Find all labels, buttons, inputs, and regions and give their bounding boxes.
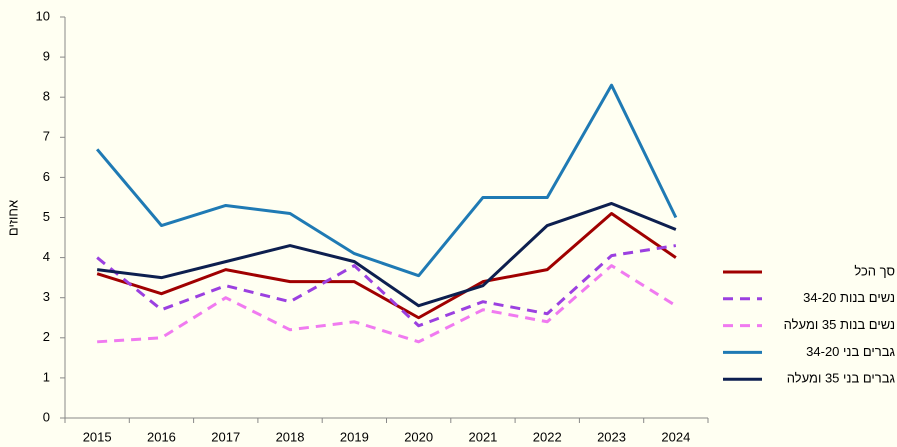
x-tick-label: 2024 <box>661 429 690 444</box>
y-tick-label: 7 <box>43 129 50 144</box>
x-tick-label: 2021 <box>468 429 497 444</box>
y-tick-label: 3 <box>43 289 50 304</box>
x-tick-label: 2016 <box>147 429 176 444</box>
x-tick-label: 2019 <box>340 429 369 444</box>
y-tick-label: 6 <box>43 169 50 184</box>
y-tick-label: 8 <box>43 89 50 104</box>
series-line <box>96 201 677 308</box>
y-tick-label: 2 <box>43 329 50 344</box>
x-tick-label: 2023 <box>597 429 626 444</box>
y-axis-label: אחוזים <box>5 200 20 236</box>
y-tick-label: 10 <box>36 8 50 23</box>
series-line <box>96 211 677 320</box>
series-line <box>97 264 677 344</box>
legend-label: גברים בני 35 ומעלה <box>787 371 896 386</box>
y-tick-label: 9 <box>43 49 50 64</box>
x-tick-label: 2022 <box>533 429 562 444</box>
legend-label: גברים בני 34-20 <box>806 344 895 359</box>
y-tick-label: 4 <box>43 249 50 264</box>
y-tick-label: 1 <box>43 369 50 384</box>
legend-label: נשים בנות 35 ומעלה <box>784 317 895 332</box>
x-tick-label: 2018 <box>276 429 305 444</box>
x-tick-label: 2015 <box>83 429 112 444</box>
series-line <box>96 83 678 278</box>
legend-label: סך הכל <box>854 263 895 278</box>
x-tick-label: 2020 <box>404 429 433 444</box>
y-tick-label: 0 <box>43 409 50 424</box>
y-tick-label: 5 <box>43 209 50 224</box>
legend-label: נשים בנות 34-20 <box>803 290 895 305</box>
x-tick-label: 2017 <box>211 429 240 444</box>
